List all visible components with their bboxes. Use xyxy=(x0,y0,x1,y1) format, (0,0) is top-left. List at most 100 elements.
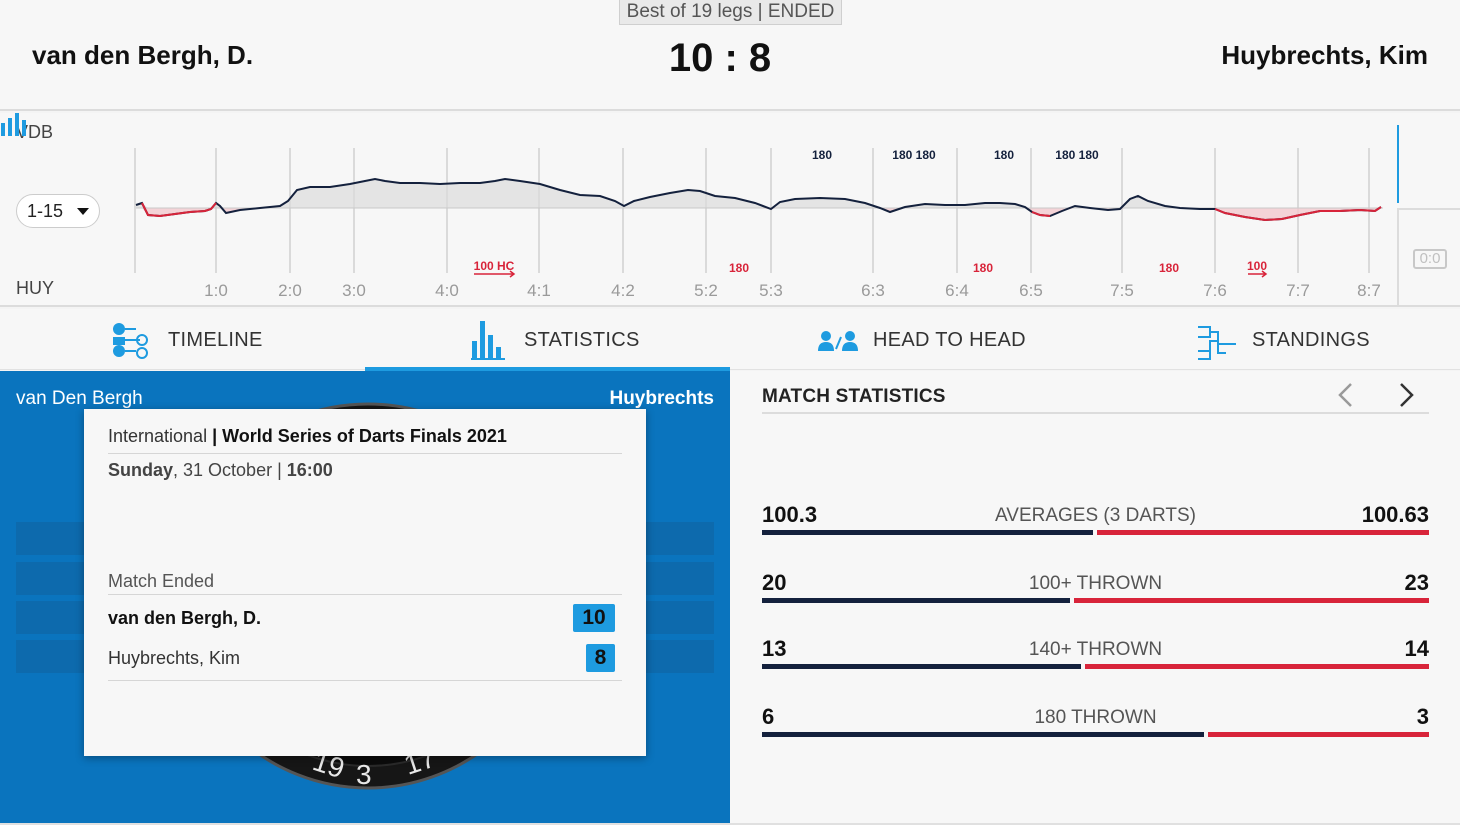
board-number: 3 xyxy=(356,759,372,790)
stat-label: 140+ THROWN xyxy=(1028,639,1163,660)
leg-score-label: 4:0 xyxy=(435,281,459,300)
away-score-marker: 180 xyxy=(729,261,749,275)
arrow-right-icon xyxy=(474,270,516,278)
leg-score-label: 7:7 xyxy=(1286,281,1310,300)
match-time: 16:00 xyxy=(286,460,333,480)
tab-standings-label: STANDINGS xyxy=(1252,329,1370,351)
leg-score-label: 5:3 xyxy=(759,281,783,300)
divider xyxy=(762,412,1429,414)
stat-away-value: 23 xyxy=(1404,570,1429,595)
tournament-name: World Series of Darts Finals 2021 xyxy=(222,426,507,446)
leg-score-label: 3:0 xyxy=(342,281,366,300)
stat-label: 180 THROWN xyxy=(1034,707,1157,728)
home-180-marker: 180 180 xyxy=(892,148,936,162)
leg-score-label: 1:0 xyxy=(204,281,228,300)
away-score-marker: 180 xyxy=(973,261,993,275)
stat-home-value: 13 xyxy=(762,636,787,661)
away-score-marker: 100 HC xyxy=(474,259,515,273)
match-status: Match Ended xyxy=(108,571,215,591)
stat-home-value: 100.3 xyxy=(762,502,818,527)
chevron-right-icon[interactable] xyxy=(1394,382,1418,408)
match-day: Sunday xyxy=(108,460,174,480)
stat-home-value: 20 xyxy=(762,570,787,595)
tab-timeline[interactable]: TIMELINE xyxy=(0,309,365,370)
arrow-right-icon xyxy=(1248,270,1268,278)
stat-away-bar xyxy=(1097,530,1429,535)
card-player1-score: 10 xyxy=(573,604,615,632)
leg-score-label: 8:7 xyxy=(1357,281,1381,300)
board-away-name: Huybrechts xyxy=(609,388,714,409)
divider xyxy=(108,453,622,454)
leg-score-label: 4:1 xyxy=(527,281,551,300)
stat-label: 100+ THROWN xyxy=(1028,573,1163,594)
match-format-label: Best of 19 legs | ENDED xyxy=(619,0,842,25)
card-player1-name: van den Bergh, D. xyxy=(108,608,262,628)
match-datetime: Sunday, 31 October | 16:00 xyxy=(108,460,333,481)
tab-statistics[interactable]: STATISTICS xyxy=(365,309,730,371)
leg-range-select[interactable]: 1-15 xyxy=(16,194,100,228)
tab-head-to-head-label: HEAD TO HEAD xyxy=(873,329,1026,351)
divider xyxy=(108,594,622,595)
match-score: 10 : 8 xyxy=(668,36,772,80)
stat-label: AVERAGES (3 DARTS) xyxy=(995,505,1196,526)
away-axis-label: HUY xyxy=(16,278,55,298)
divider xyxy=(0,823,1460,825)
stat-home-bar xyxy=(762,598,1070,603)
board-home-name: van Den Bergh xyxy=(16,388,143,409)
momentum-chart: 1:0 2:0 3:0 4:0 4:1 4:2 5:2 5:3 6:3 6:4 6:5 7:5 7:6 7… xyxy=(0,113,1460,307)
leg-score-label: 6:5 xyxy=(1019,281,1043,300)
leg-score-label: 6:3 xyxy=(861,281,885,300)
stat-row: 13 140+ THROWN 14 xyxy=(762,636,1429,680)
stat-home-bar xyxy=(762,664,1081,669)
home-180-marker: 180 xyxy=(994,148,1014,162)
stat-home-bar xyxy=(762,732,1204,737)
stat-away-value: 3 xyxy=(1416,704,1429,729)
stat-away-bar xyxy=(1074,598,1429,603)
leg-score-label: 2:0 xyxy=(278,281,302,300)
divider xyxy=(108,680,622,681)
momentum-graph: 1:0 2:0 3:0 4:0 4:1 4:2 5:2 5:3 6:3 6:4 6:5 7:5 7:6 7… xyxy=(134,148,1383,300)
card-player2-name: Huybrechts, Kim xyxy=(108,648,241,668)
statistics-icon xyxy=(471,321,505,360)
tab-bar: TIMELINE STATISTICS HEAD TO HEAD xyxy=(0,309,1460,371)
stat-home-value: 6 xyxy=(762,704,775,729)
tournament-line: International | World Series of Darts Fi… xyxy=(108,426,507,446)
stat-row: 20 100+ THROWN 23 xyxy=(762,570,1429,614)
tab-head-to-head[interactable]: HEAD TO HEAD xyxy=(730,309,1095,370)
home-player-name: van den Bergh, D. xyxy=(32,40,254,70)
home-180-marker: 180 180 xyxy=(1055,148,1099,162)
leg-score-label: 6:4 xyxy=(945,281,969,300)
leg-score-label: 7:5 xyxy=(1110,281,1134,300)
match-date: , 31 October | xyxy=(173,460,287,480)
tournament-category: International xyxy=(108,426,208,446)
score-view-toggle[interactable]: 0:0 xyxy=(1413,249,1447,269)
stat-home-bar xyxy=(762,530,1093,535)
match-statistics-panel: MATCH STATISTICS 100.3 AVERAGES (3 DARTS)… xyxy=(730,371,1460,825)
match-header: Best of 19 legs | ENDED van den Bergh, D… xyxy=(0,0,1460,111)
tab-statistics-label: STATISTICS xyxy=(524,329,640,351)
leg-score-label: 5:2 xyxy=(694,281,718,300)
leg-score-label: 4:2 xyxy=(611,281,635,300)
head-to-head-icon xyxy=(818,331,858,351)
stat-away-bar xyxy=(1085,664,1429,669)
leg-range-value: 1-15 xyxy=(27,201,64,221)
chevron-left-icon[interactable] xyxy=(1334,382,1358,408)
stat-row: 100.3 AVERAGES (3 DARTS) 100.63 xyxy=(762,502,1429,546)
match-statistics-title: MATCH STATISTICS xyxy=(762,386,946,407)
leg-score-label: 7:6 xyxy=(1203,281,1227,300)
view-separator xyxy=(1397,125,1399,203)
home-180-marker: 180 xyxy=(812,148,832,162)
stat-away-bar xyxy=(1208,732,1429,737)
stat-away-value: 14 xyxy=(1404,636,1429,661)
caret-down-icon xyxy=(77,208,89,215)
away-score-marker: 100 xyxy=(1247,259,1267,273)
tab-standings[interactable]: STANDINGS xyxy=(1095,309,1460,370)
tab-timeline-label: TIMELINE xyxy=(168,329,263,351)
card-player2-score: 8 xyxy=(586,644,615,672)
away-player-name: Huybrechts, Kim xyxy=(1221,40,1428,70)
bar-chart-icon[interactable] xyxy=(0,113,26,137)
stat-row: 6 180 THROWN 3 xyxy=(762,704,1429,748)
away-score-marker: 180 xyxy=(1159,261,1179,275)
standings-icon xyxy=(1198,326,1236,360)
